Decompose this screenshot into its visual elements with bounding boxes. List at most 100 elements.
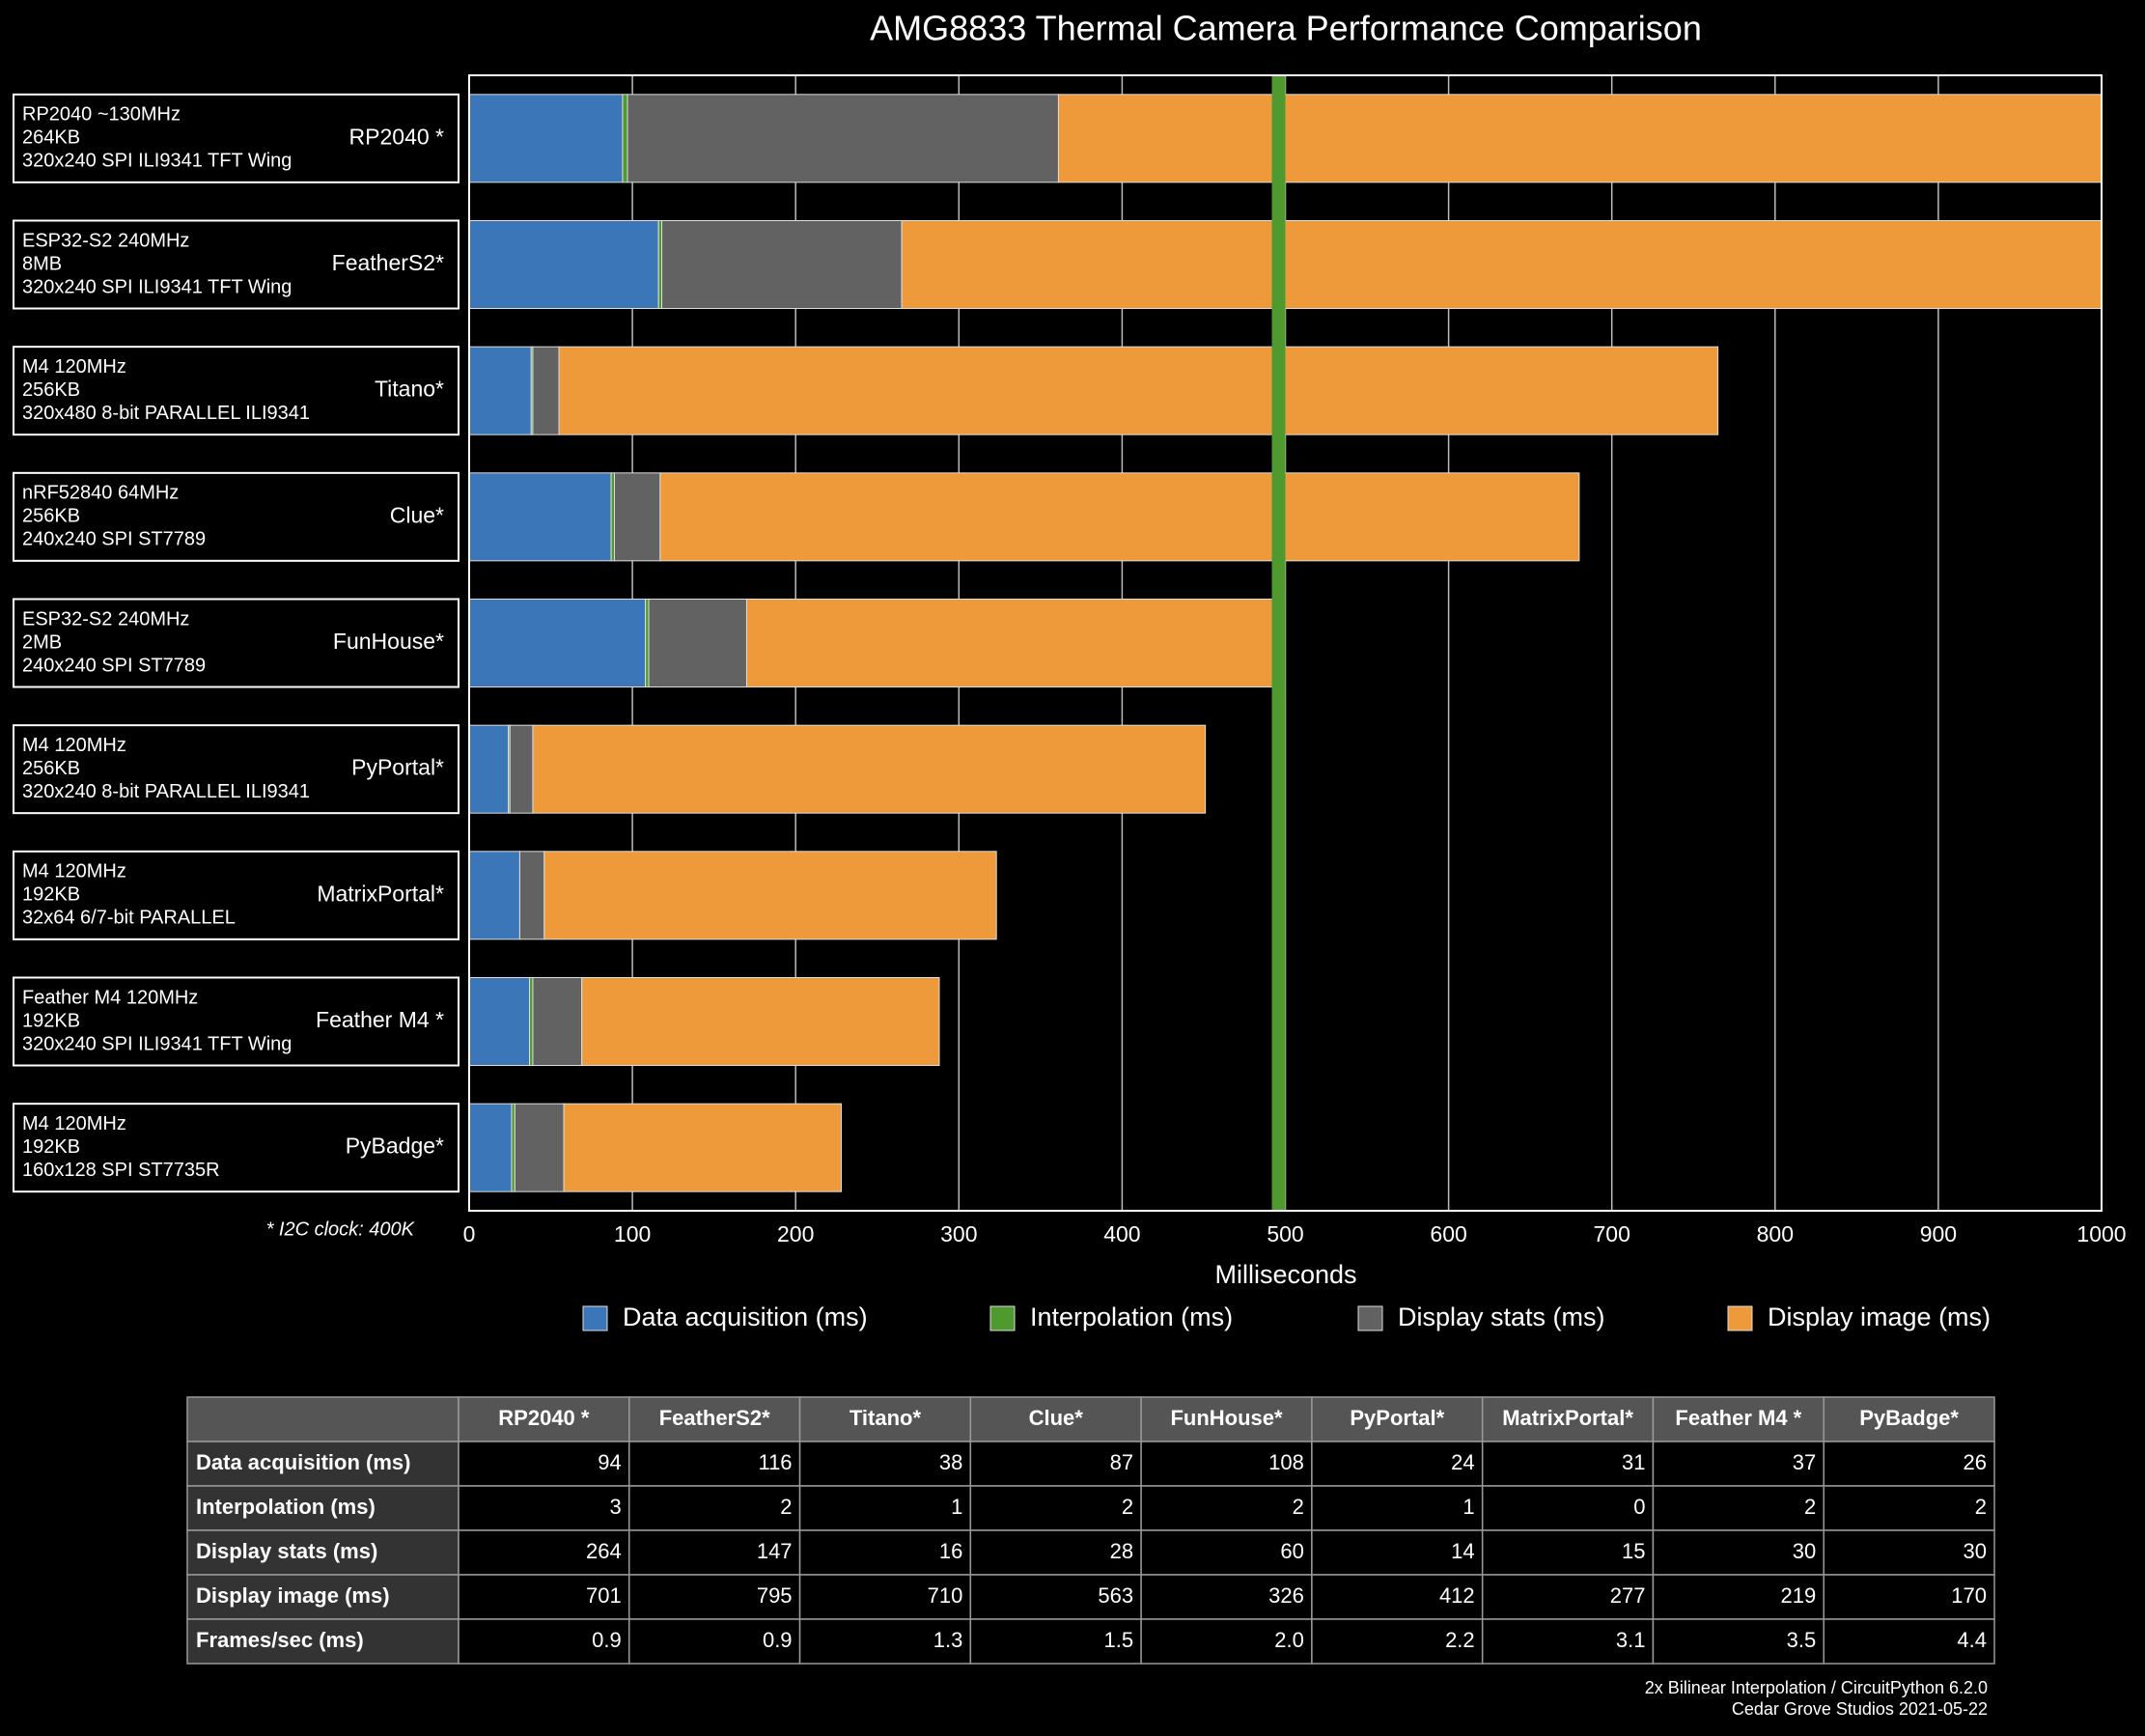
table-value: 147 [757, 1539, 793, 1563]
board-detail: 256KB [22, 758, 80, 779]
table-header: Clue* [1029, 1406, 1084, 1430]
x-axis-label: Milliseconds [1214, 1260, 1356, 1289]
bar-segment [469, 220, 659, 309]
table-header: RP2040 * [498, 1406, 590, 1430]
table-value: 108 [1268, 1450, 1304, 1474]
bar-segment [469, 724, 510, 814]
board-detail: 320x240 8-bit PARALLEL ILI9341 [22, 781, 310, 802]
label-box [13, 471, 460, 562]
table-value: 31 [1622, 1450, 1645, 1474]
table-cell [1140, 1618, 1313, 1665]
table-value: 0 [1633, 1495, 1645, 1519]
bar-segment [532, 724, 1207, 814]
table-value: 26 [1964, 1450, 1987, 1474]
footnote: * I2C clock: 400K [266, 1218, 416, 1240]
table-value: 563 [1098, 1583, 1133, 1608]
table-cell [798, 1485, 972, 1531]
table-cell [1823, 1396, 1995, 1442]
table-value: 701 [586, 1583, 622, 1608]
y-tick-label: PyPortal* [351, 755, 444, 780]
table-cell [969, 1618, 1142, 1665]
bar-segment [532, 977, 583, 1066]
board-detail: ESP32-S2 240MHz [22, 230, 189, 251]
bar-segment [469, 977, 531, 1066]
legend-label: Display stats (ms) [1398, 1302, 1605, 1331]
table-cell [1481, 1574, 1655, 1620]
x-tick-label: 1000 [2076, 1221, 2126, 1246]
board-detail: 320x240 SPI ILI9341 TFT Wing [22, 151, 292, 172]
table-cell [798, 1396, 972, 1442]
board-detail: 32x64 6/7-bit PARALLEL [22, 908, 236, 929]
bars [469, 94, 2102, 1192]
table-header: PyBadge* [1859, 1406, 1959, 1430]
table-value: 0.9 [592, 1628, 622, 1652]
table-cell [1481, 1396, 1655, 1442]
table-header: FunHouse* [1170, 1406, 1283, 1430]
bar-segment [529, 977, 534, 1066]
table-value: 2.2 [1445, 1628, 1475, 1652]
table-cell [969, 1485, 1142, 1531]
table-row-label: Data acquisition (ms) [196, 1450, 410, 1474]
table-cell [458, 1485, 630, 1531]
bar-segment [558, 346, 1719, 435]
table-value: 1 [951, 1495, 962, 1519]
table-value: 412 [1439, 1583, 1475, 1608]
table-value: 116 [758, 1450, 792, 1474]
table-value: 2 [1975, 1495, 1987, 1519]
table-cell [628, 1529, 801, 1576]
bar-segment [469, 1103, 513, 1192]
table-cell [1140, 1485, 1313, 1531]
y-tick-label: MatrixPortal* [317, 881, 444, 906]
footer: 2x Bilinear Interpolation / CircuitPytho… [1645, 1678, 1988, 1697]
table-cell [1140, 1396, 1313, 1442]
table-cell [1311, 1485, 1484, 1531]
bar-segment [659, 472, 1580, 562]
bar-segment [610, 472, 615, 562]
board-detail: 192KB [22, 1010, 80, 1031]
table-cell [1652, 1618, 1825, 1665]
x-tick-label: 700 [1594, 1221, 1630, 1246]
table-value: 2 [1804, 1495, 1816, 1519]
table-value: 1.3 [933, 1628, 963, 1652]
table-cell [1652, 1485, 1825, 1531]
x-tick-label: 900 [1920, 1221, 1957, 1246]
table-row-label: Display image (ms) [196, 1583, 390, 1608]
y-tick-label: PyBadge* [346, 1134, 444, 1159]
board-detail: 264KB [22, 127, 80, 149]
table-value: 277 [1610, 1583, 1646, 1608]
table-value: 4.4 [1957, 1628, 1987, 1652]
bar-segment [613, 472, 661, 562]
table-value: 24 [1451, 1450, 1474, 1474]
x-tick-label: 100 [614, 1221, 651, 1246]
bar-segment [657, 220, 663, 309]
table-value: 3.5 [1787, 1628, 1817, 1652]
table-value: 14 [1451, 1539, 1474, 1563]
table-cell [969, 1529, 1142, 1576]
plot-frame [468, 74, 2103, 1212]
board-detail: 256KB [22, 506, 80, 527]
y-tick-label: Titano* [375, 377, 444, 402]
board-detail: 192KB [22, 884, 80, 906]
bar-segment [661, 220, 903, 309]
table-value: 3.1 [1616, 1628, 1646, 1652]
bar-segment [901, 220, 2102, 309]
bar-segment [622, 94, 628, 183]
y-tick-label: FeatherS2* [332, 250, 444, 275]
table-cell [628, 1441, 801, 1487]
bar-segment [627, 94, 1059, 183]
board-detail: 320x240 SPI ILI9341 TFT Wing [22, 276, 292, 297]
table-row-label: Interpolation (ms) [196, 1495, 376, 1519]
bar-segment [645, 599, 650, 687]
table-cell [1311, 1441, 1484, 1487]
board-detail: 192KB [22, 1136, 80, 1158]
board-detail: M4 120MHz [22, 735, 126, 756]
table-cell [458, 1529, 630, 1576]
x-tick-label: 800 [1757, 1221, 1794, 1246]
bar-segment [745, 599, 1280, 687]
board-detail: 240x240 SPI ST7789 [22, 655, 206, 676]
table-value: 2.0 [1274, 1628, 1304, 1652]
bar-segment [1057, 94, 2102, 183]
table-cell [1140, 1529, 1313, 1576]
